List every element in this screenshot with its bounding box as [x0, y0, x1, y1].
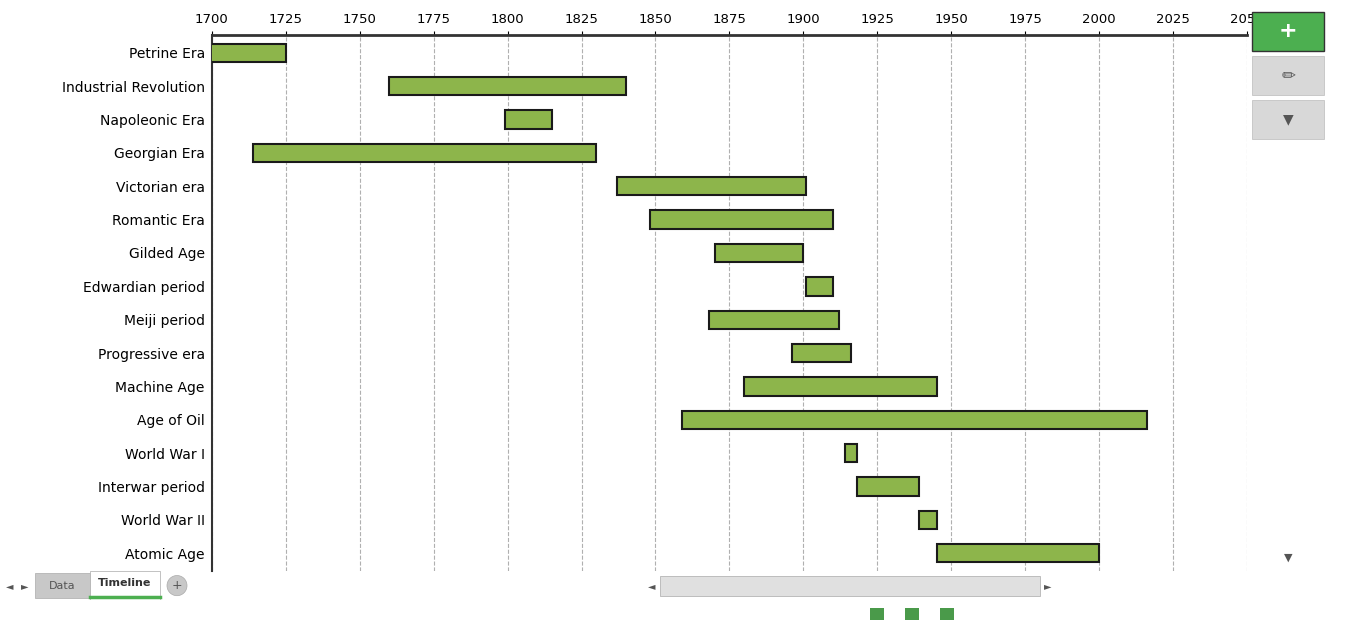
Text: +: + [1279, 21, 1298, 41]
Text: +: + [172, 579, 182, 592]
Bar [937, 544, 1100, 562]
Circle shape [167, 575, 187, 596]
Bar [856, 477, 919, 495]
Bar [791, 344, 851, 362]
FancyBboxPatch shape [660, 575, 1040, 596]
Text: Timeline: Timeline [98, 578, 152, 588]
FancyBboxPatch shape [1253, 55, 1324, 95]
Bar [806, 277, 833, 296]
Text: 140 %: 140 % [1255, 609, 1290, 619]
FancyBboxPatch shape [1253, 11, 1324, 51]
Bar [617, 177, 806, 195]
Bar [682, 411, 1146, 429]
Text: Data: Data [49, 581, 75, 590]
Bar [919, 511, 937, 529]
Text: ▼: ▼ [1283, 112, 1294, 126]
FancyBboxPatch shape [1253, 99, 1324, 139]
Text: ◄: ◄ [7, 581, 14, 590]
Text: ▼: ▼ [1284, 553, 1292, 563]
Bar [158, 44, 285, 62]
Text: ►: ► [22, 581, 29, 590]
Text: ◄: ◄ [649, 581, 656, 590]
Bar [906, 608, 919, 620]
Bar [253, 144, 597, 162]
Bar [650, 210, 833, 229]
Bar [744, 377, 937, 396]
Bar [940, 608, 953, 620]
Bar [709, 310, 839, 329]
Text: READY: READY [15, 609, 56, 619]
Bar [714, 244, 803, 262]
Text: ✏: ✏ [1281, 67, 1295, 84]
Bar [504, 111, 552, 129]
Bar [389, 77, 626, 95]
FancyBboxPatch shape [36, 573, 90, 598]
Text: CALCULATE: CALCULATE [90, 609, 154, 619]
FancyBboxPatch shape [90, 571, 160, 600]
Bar [870, 608, 884, 620]
Bar [844, 444, 856, 462]
Text: ►: ► [1044, 581, 1052, 590]
